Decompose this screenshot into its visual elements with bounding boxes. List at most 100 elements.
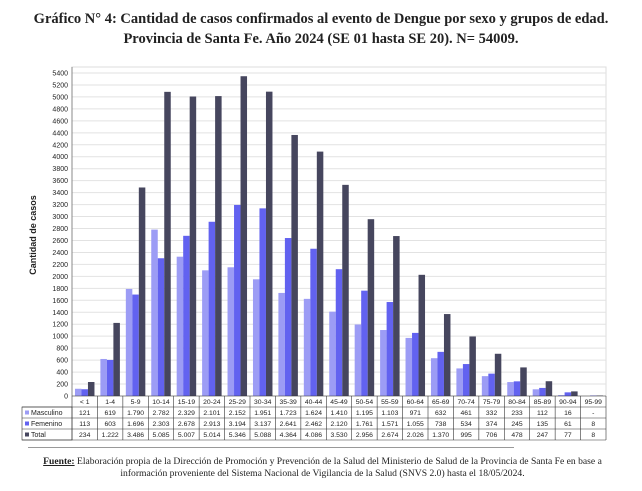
data-label: 1.195: [356, 410, 373, 417]
data-label: 2.674: [381, 432, 398, 439]
bar-masculino: [227, 267, 235, 396]
x-tick-label: 20-24: [203, 399, 221, 406]
bar-femenino: [462, 364, 470, 396]
y-tick-label: 4400: [52, 130, 68, 137]
y-tick-label: 200: [56, 382, 68, 389]
y-tick-label: 1000: [52, 334, 68, 341]
data-label: 2.956: [356, 432, 373, 439]
data-label: 1.571: [381, 421, 398, 428]
data-label: 5.007: [178, 432, 195, 439]
bar-masculino: [430, 358, 438, 396]
data-label: 1.103: [381, 410, 398, 417]
x-tick-label: 90-94: [559, 399, 577, 406]
data-label: 16: [564, 410, 572, 417]
y-tick-label: 800: [56, 346, 68, 353]
data-label: 1.761: [356, 421, 373, 428]
data-label: 2.678: [178, 421, 195, 428]
data-label: 2.303: [152, 421, 169, 428]
x-tick-label: 25-29: [229, 399, 247, 406]
y-tick-label: 2600: [52, 238, 68, 245]
bar-total: [240, 76, 248, 396]
bar-femenino: [310, 248, 317, 396]
bar-femenino: [539, 387, 546, 396]
chart-title-line1: Gráfico N° 4: Cantidad de casos confirma…: [33, 11, 609, 27]
bar-masculino: [481, 376, 489, 396]
data-label: 4.364: [280, 432, 297, 439]
data-label: 1.790: [127, 410, 144, 417]
bar-total: [189, 96, 197, 396]
x-tick-label: 10-14: [152, 399, 170, 406]
bar-masculino: [176, 256, 184, 396]
y-tick-label: 4200: [52, 142, 68, 149]
data-label: 2.782: [152, 410, 169, 417]
y-tick-label: 1800: [52, 286, 68, 293]
data-label: 534: [460, 421, 472, 428]
data-label: 995: [460, 432, 472, 439]
y-tick-label: 3400: [52, 190, 68, 197]
x-tick-label: 80-84: [508, 399, 526, 406]
y-tick-label: 4000: [52, 154, 68, 161]
bar-total: [291, 134, 298, 397]
x-tick-label: 15-19: [178, 399, 196, 406]
x-tick-label: 60-64: [407, 399, 425, 406]
bar-femenino: [488, 373, 495, 396]
data-label: 234: [79, 432, 91, 439]
data-label: 5.085: [152, 432, 169, 439]
y-tick-label: 5000: [52, 94, 68, 101]
y-tick-label: 1200: [52, 322, 68, 329]
y-axis-label: Cantidad de casos: [28, 195, 38, 275]
footnote-text: Elaboración propia de la Dirección de Pr…: [74, 456, 602, 479]
x-tick-label: 35-39: [279, 399, 297, 406]
data-label: 245: [511, 421, 523, 428]
y-tick-label: 3800: [52, 166, 68, 173]
bar-masculino: [303, 298, 311, 396]
data-label: 619: [104, 410, 116, 417]
bar-masculino: [74, 388, 82, 396]
data-label: 1.055: [407, 421, 424, 428]
bar-masculino: [151, 229, 158, 396]
bar-masculino: [380, 330, 387, 396]
bar-total: [393, 236, 400, 396]
bar-masculino: [125, 288, 133, 396]
data-label: 2.641: [280, 421, 297, 428]
x-tick-label: 40-44: [305, 399, 323, 406]
y-tick-label: 600: [56, 358, 68, 365]
data-label: 1.410: [330, 410, 347, 417]
data-label: 247: [537, 432, 549, 439]
bar-total: [316, 151, 324, 396]
bar-femenino: [234, 204, 241, 396]
data-label: 706: [486, 432, 498, 439]
bar-total: [215, 96, 222, 397]
bar-femenino: [564, 392, 572, 396]
bar-total: [418, 274, 426, 396]
bar-femenino: [132, 294, 139, 396]
bar-masculino: [278, 292, 285, 396]
bar-masculino: [202, 270, 209, 396]
bar-masculino: [405, 337, 413, 396]
data-label: 2.101: [203, 410, 220, 417]
bar-total: [342, 184, 349, 396]
data-label: 121: [79, 410, 91, 417]
data-label: 738: [435, 421, 447, 428]
footnote-label: Fuente:: [43, 456, 75, 467]
bar-total: [113, 322, 120, 396]
x-tick-label: 45-49: [330, 399, 348, 406]
legend-key-total: [25, 432, 29, 437]
bar-masculino: [507, 382, 514, 396]
x-tick-label: 1-4: [105, 399, 115, 406]
data-label: -: [592, 410, 594, 417]
data-label: 77: [564, 432, 572, 439]
bar-femenino: [106, 359, 114, 396]
x-tick-label: 30-34: [254, 399, 272, 406]
bar-masculino: [354, 324, 362, 396]
bar-femenino: [386, 302, 394, 396]
bar-masculino: [252, 279, 260, 396]
legend-key-femenino: [25, 421, 29, 426]
x-tick-label: 85-89: [534, 399, 552, 406]
bar-femenino: [437, 351, 444, 396]
data-label: 61: [564, 421, 572, 428]
bar-total: [494, 353, 502, 396]
y-tick-label: 5200: [52, 82, 68, 89]
